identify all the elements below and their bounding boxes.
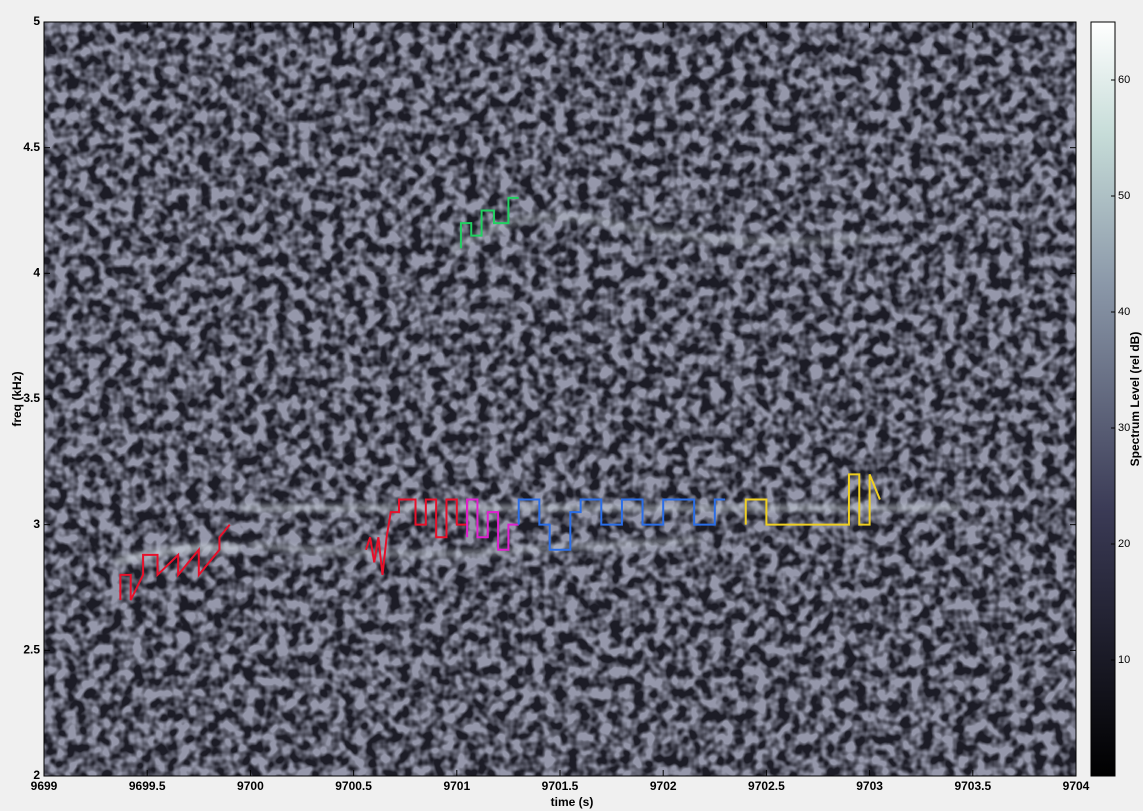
y-tick-label: 3 [33, 517, 40, 531]
colorbar-tick-label: 50 [1118, 190, 1130, 202]
y-tick-label: 4.5 [23, 140, 40, 154]
colorbar-tick-label: 40 [1118, 306, 1130, 318]
x-tick-label: 9704 [1063, 779, 1090, 793]
x-tick-label: 9700.5 [335, 779, 372, 793]
y-tick-label: 2.5 [23, 643, 40, 657]
trace [744, 473, 881, 526]
colorbar-tick-label: 30 [1118, 422, 1130, 434]
x-axis-label: time (s) [551, 795, 594, 809]
y-tick-label: 4 [33, 266, 40, 280]
x-tick-label: 9703 [856, 779, 883, 793]
spectrogram-noise [44, 22, 1076, 776]
traces [119, 196, 881, 601]
x-tick-label: 9701.5 [542, 779, 579, 793]
y-tick-label: 5 [33, 14, 40, 28]
colorbar-tick-label: 10 [1118, 654, 1130, 666]
y-tick-label: 3.5 [23, 391, 40, 405]
x-tick-label: 9700 [237, 779, 264, 793]
trace [517, 498, 726, 551]
trace [466, 498, 519, 551]
colorbar-tick-label: 20 [1118, 538, 1130, 550]
trace [365, 498, 478, 576]
y-tick-label: 2 [33, 768, 40, 782]
trace [119, 524, 231, 601]
x-tick-label: 9701 [443, 779, 470, 793]
colorbar-label: Spectrum Level (rel dB) [1128, 332, 1142, 467]
x-tick-label: 9699 [31, 779, 58, 793]
x-tick-label: 9699.5 [129, 779, 166, 793]
y-axis-label: freq (kHz) [10, 371, 24, 426]
trace [459, 196, 519, 249]
x-tick-label: 9702 [650, 779, 677, 793]
spectrogram-ridges [114, 212, 960, 566]
colorbar [1090, 21, 1116, 777]
x-tick-label: 9702.5 [748, 779, 785, 793]
colorbar-tick-label: 60 [1118, 74, 1130, 86]
x-tick-label: 9703.5 [954, 779, 991, 793]
